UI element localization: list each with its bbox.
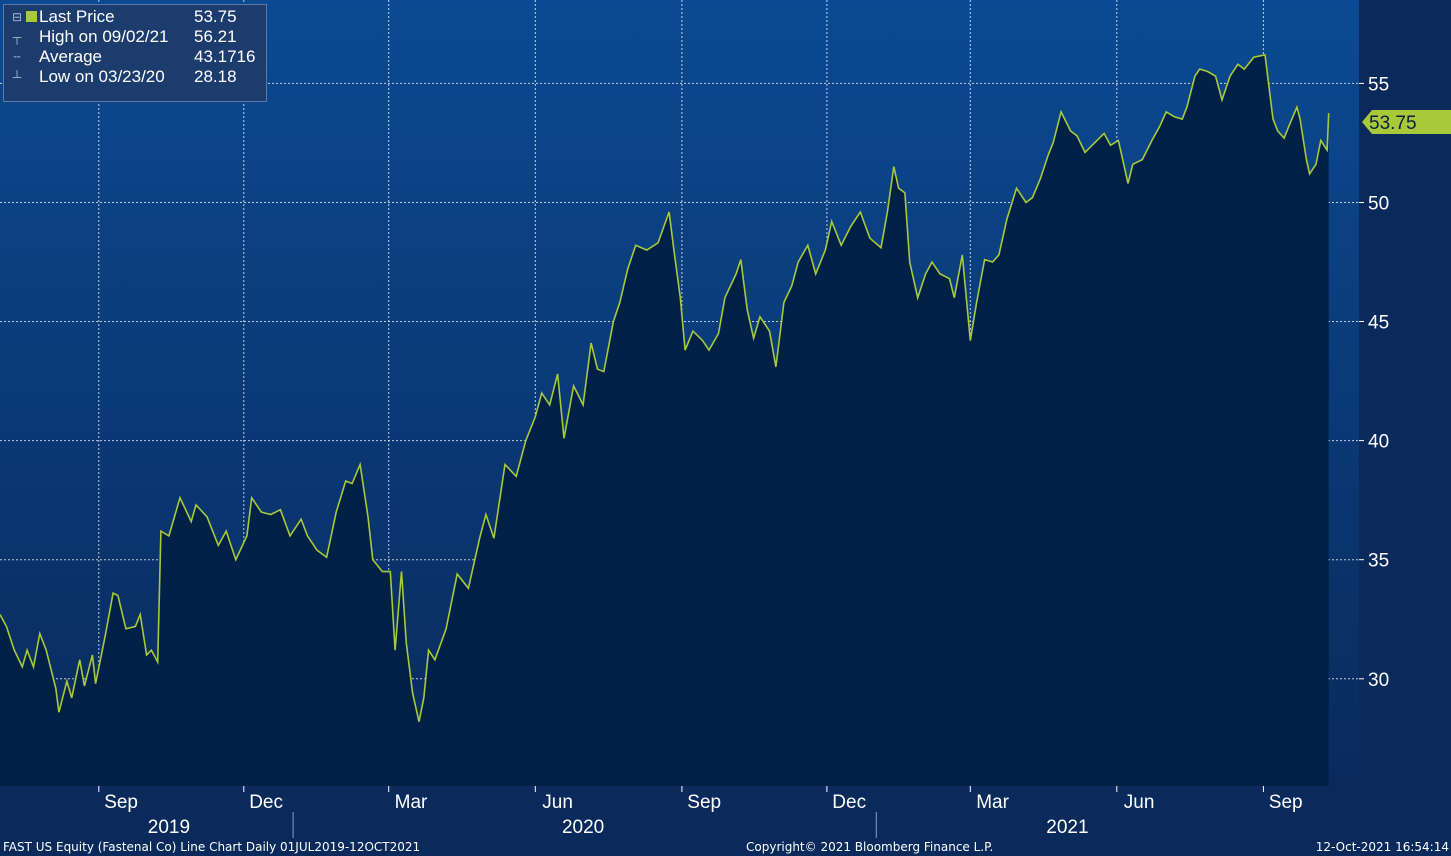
x-tick-label: Mar bbox=[395, 792, 428, 813]
y-tick-label: 50 bbox=[1368, 194, 1389, 215]
x-tick-label: Mar bbox=[976, 792, 1009, 813]
legend-row-low: ┴ Low on 03/23/20 28.18 bbox=[4, 67, 266, 87]
legend-value: 28.18 bbox=[194, 67, 237, 86]
x-tick-label: Sep bbox=[1269, 792, 1303, 813]
y-tick-label: 45 bbox=[1368, 313, 1389, 334]
x-tick-label: Jun bbox=[1124, 792, 1155, 813]
low-marker-icon: ┴ bbox=[12, 70, 22, 84]
price-line bbox=[0, 53, 1330, 722]
legend: ⊟ Last Price 53.75 ┬ High on 09/02/21 56… bbox=[3, 4, 267, 102]
legend-label: Average bbox=[39, 47, 103, 66]
high-marker-icon: ┬ bbox=[12, 30, 22, 44]
last-price-tag-text: 53.75 bbox=[1369, 113, 1417, 134]
footer-copyright: Copyright© 2021 Bloomberg Finance L.P. bbox=[746, 840, 994, 854]
y-tick-label: 30 bbox=[1368, 670, 1389, 691]
legend-value: 53.75 bbox=[194, 7, 237, 26]
legend-row-high: ┬ High on 09/02/21 56.21 bbox=[4, 27, 266, 47]
year-label: 2019 bbox=[148, 817, 190, 838]
last-price-swatch bbox=[26, 11, 37, 22]
last-price-tag-layer: 53.75 bbox=[1362, 110, 1451, 134]
footer-timestamp: 12-Oct-2021 16:54:14 bbox=[1315, 840, 1449, 854]
legend-label: High on 09/02/21 bbox=[39, 27, 169, 46]
footer-chart-info: FAST US Equity (Fastenal Co) Line Chart … bbox=[3, 840, 421, 854]
x-tick-label: Jun bbox=[542, 792, 573, 813]
legend-label: Last Price bbox=[39, 7, 115, 26]
last-price-tag bbox=[1362, 110, 1451, 134]
legend-row-last: ⊟ Last Price 53.75 bbox=[4, 7, 266, 27]
year-label: 2020 bbox=[562, 817, 604, 838]
collapse-icon[interactable]: ⊟ bbox=[11, 10, 23, 24]
legend-value: 43.1716 bbox=[194, 47, 256, 66]
price-area bbox=[0, 54, 1329, 787]
x-tick-label: Sep bbox=[687, 792, 721, 813]
year-label: 2021 bbox=[1046, 817, 1088, 838]
legend-row-average: ╌ Average 43.1716 bbox=[4, 47, 266, 67]
x-tick-label: Dec bbox=[249, 792, 283, 813]
axis-layer: 30 35 40 45 50 55 Sep Dec Mar Jun Sep Dec Mar Jun Sep 2… bbox=[98, 74, 1389, 838]
legend-value: 56.21 bbox=[194, 27, 237, 46]
legend-label: Low on 03/23/20 bbox=[39, 67, 165, 86]
y-tick-label: 55 bbox=[1368, 74, 1389, 95]
y-tick-label: 35 bbox=[1368, 551, 1389, 572]
x-tick-label: Dec bbox=[832, 792, 866, 813]
y-tick-label: 40 bbox=[1368, 432, 1389, 453]
average-marker-icon: ╌ bbox=[13, 50, 21, 64]
x-tick-label: Sep bbox=[104, 792, 138, 813]
